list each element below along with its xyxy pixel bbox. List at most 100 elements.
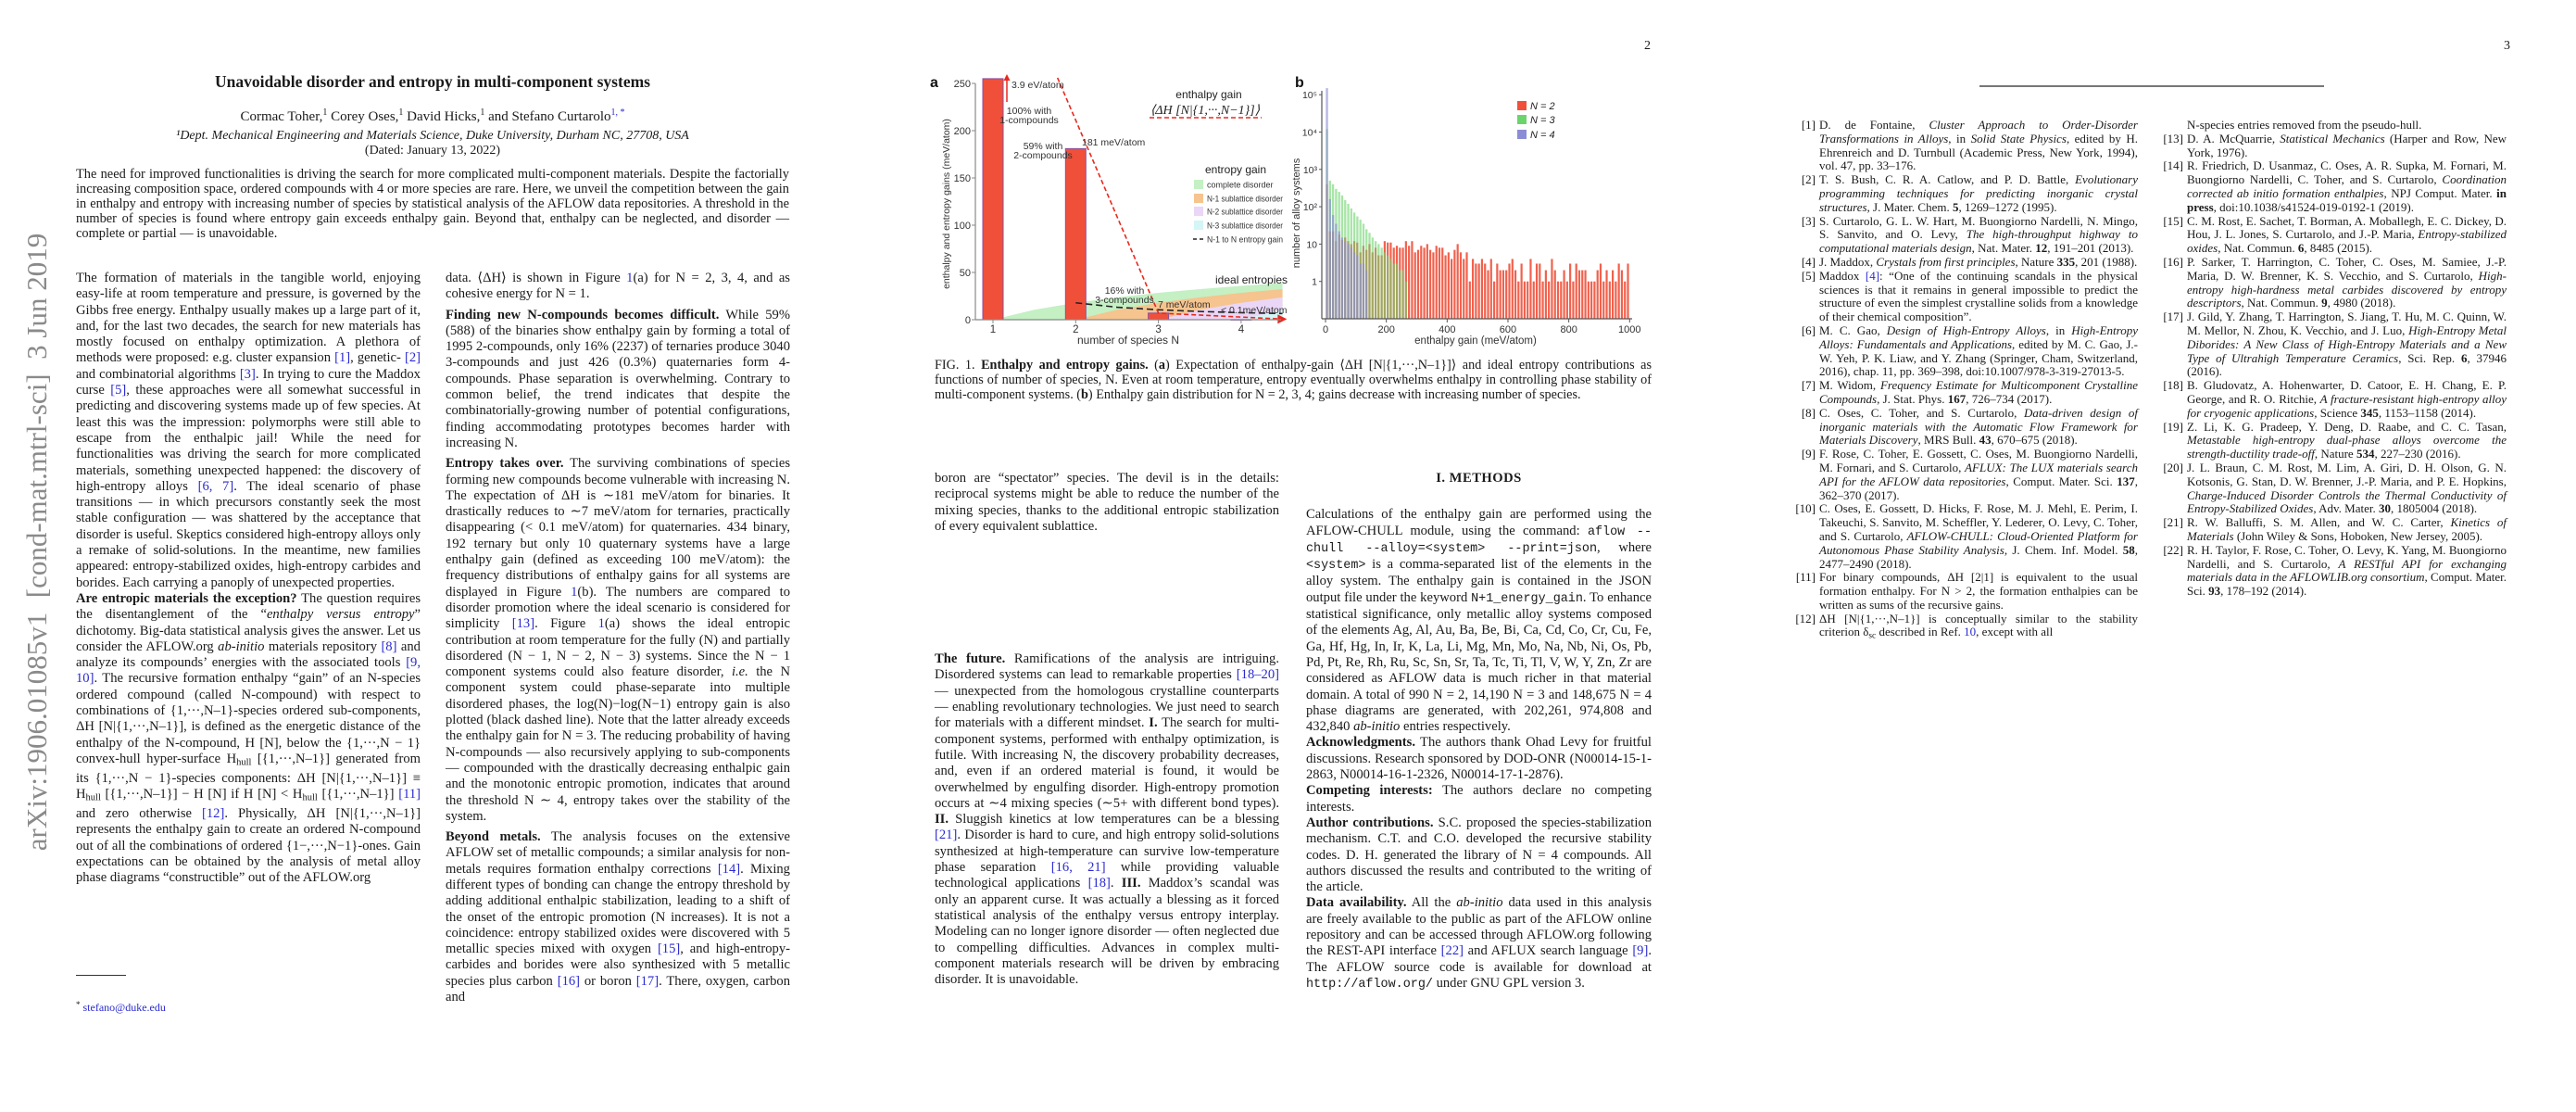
legend-label: N-3 sublattice disorder xyxy=(1207,221,1283,231)
reference-item: [1] D. de Fontaine, Cluster Approach to O… xyxy=(1794,118,2138,173)
citation-link[interactable]: [9, 10] xyxy=(76,655,421,687)
author: and Stefano Curtarolo xyxy=(488,109,611,124)
citation-link[interactable]: [9] xyxy=(1632,943,1649,959)
citation-link[interactable]: [4] xyxy=(1865,268,1880,283)
citation-link[interactable]: [2] xyxy=(404,350,421,366)
histogram-bar-N2 xyxy=(1627,263,1629,319)
text-run: , 1805004 (2018). xyxy=(2391,501,2478,516)
citation-link[interactable]: 1 xyxy=(571,584,578,600)
text-run: Calculations of the enthalpy gain are pe… xyxy=(1306,507,1652,538)
reference-number: [17] xyxy=(2163,310,2183,324)
bold-run-in-heading: Are entropic materials the exception? xyxy=(76,590,297,606)
histogram-bar-N3 xyxy=(1399,270,1401,319)
citation-link[interactable]: [18] xyxy=(1087,876,1111,891)
histogram-bar-N2 xyxy=(1605,270,1608,319)
text-run: , these approaches were all somewhat suc… xyxy=(76,383,421,494)
text-run: M. Widom, xyxy=(1819,378,1880,393)
reference-number: [22] xyxy=(2163,542,2183,557)
reference-number: [20] xyxy=(2163,460,2183,474)
email-link[interactable]: stefano@duke.edu xyxy=(82,1001,166,1014)
histogram-bar-N4 xyxy=(1331,215,1335,319)
bold-run-in-heading: Entropy takes over. xyxy=(446,456,564,472)
histogram-bar-N2 xyxy=(1511,259,1514,319)
text-run: , Adv. Mater. xyxy=(2313,501,2380,516)
annotation-label: 181 meV/atom xyxy=(1082,137,1146,148)
citation-link[interactable]: [16, 21] xyxy=(1050,860,1106,876)
citation-link[interactable]: [18–20] xyxy=(1236,667,1279,683)
histogram-bar-N3 xyxy=(1380,247,1383,319)
citation-link[interactable]: [16] xyxy=(557,973,581,989)
citation-link[interactable]: [5] xyxy=(110,383,127,398)
citation-link[interactable]: 1 xyxy=(626,271,634,285)
annotation-label: 59% with xyxy=(1024,141,1063,152)
citation-link[interactable]: [8] xyxy=(381,638,397,654)
citation-link[interactable]: 1 xyxy=(597,616,605,632)
text-run: . There, oxygen, carbon and xyxy=(446,973,790,1005)
text-run: under GNU GPL version 3. xyxy=(1432,975,1585,991)
histogram-bar-N2 xyxy=(1420,246,1423,319)
citation-link[interactable]: [21] xyxy=(935,828,958,843)
text-run: [{1,···,N–1}] − H [N] if H [N] < H xyxy=(100,787,303,802)
histogram-bar-N2 xyxy=(1477,263,1480,319)
citation-link[interactable]: [1] xyxy=(334,350,351,366)
citation-link[interactable]: [13] xyxy=(511,616,535,632)
bold-run-in-heading: 6 xyxy=(2460,350,2468,365)
y-tick-label: 10⁴ xyxy=(1302,128,1317,139)
bold-run-in-heading: Acknowledgments. xyxy=(1306,735,1415,751)
histogram-bar-N2 xyxy=(1489,259,1492,319)
text-run: and AFLUX search language xyxy=(1463,943,1633,959)
y-tick-label: 250 xyxy=(954,79,971,90)
legend-swatch xyxy=(1517,130,1527,139)
text-run: N-species entries removed from the pseud… xyxy=(2187,118,2422,132)
footnote-divider xyxy=(76,975,126,976)
x-tick-label: 4 xyxy=(1238,324,1245,335)
text-run: High-Entropy Alloys: Fundamentals and Ap… xyxy=(1819,322,2138,351)
author: Cormac Toher, xyxy=(240,109,323,124)
citation-link[interactable]: [17] xyxy=(635,973,660,989)
paragraph: boron are “spectator” species. The devil… xyxy=(935,471,1279,535)
text-run: The authors declare no competing interes… xyxy=(1306,783,1652,815)
reference-number: [18] xyxy=(2163,378,2183,393)
text-run: [{1,···,N–1}] xyxy=(317,787,399,802)
citation-link[interactable]: [15] xyxy=(657,941,681,957)
citation-link[interactable]: [22] xyxy=(1440,943,1464,959)
paragraph: data. ⟨ΔH⟩ is shown in Figure 1(a) for N… xyxy=(446,271,790,303)
histogram-bar-N2 xyxy=(1496,263,1499,319)
reference-number: [3] xyxy=(1801,213,1816,228)
text-run: and combinatorial algorithms xyxy=(76,366,240,382)
citation-link[interactable]: [3] xyxy=(239,366,256,382)
text-run: — unexpected from the homologous crystal… xyxy=(935,683,1279,731)
histogram-bar-N2 xyxy=(1556,281,1560,319)
text-run: aflow --chull --alloy=<system> --print=j… xyxy=(1306,524,1652,556)
citation-link[interactable]: [12] xyxy=(202,806,225,822)
bold-run-in-heading: a xyxy=(1158,358,1165,373)
citation-link[interactable]: [6, 7] xyxy=(197,478,234,494)
citation-link[interactable]: [11] xyxy=(398,787,421,802)
text-run: enthalpy versus entropy xyxy=(266,607,415,623)
histogram-bar-N2 xyxy=(1584,270,1587,319)
reference-number: [9] xyxy=(1801,447,1816,461)
legend-label: N = 3 xyxy=(1530,115,1555,126)
histogram-bar-N2 xyxy=(1572,281,1575,319)
histogram-bar-N4 xyxy=(1347,244,1350,319)
text-run: ( xyxy=(1148,358,1159,373)
citation-link[interactable]: [14] xyxy=(717,861,741,877)
text-run: materials repository xyxy=(264,638,382,654)
histogram-bar-N2 xyxy=(1523,281,1526,319)
page-number: 3 xyxy=(2504,39,2510,53)
text-run: AFLOW-CHULL: Cloud-Oriented Platform for… xyxy=(1819,528,2138,557)
reference-item: [4] J. Maddox, Crystals from first princi… xyxy=(1794,255,2138,270)
text-run: , Nat. Commun. xyxy=(2241,296,2322,310)
text-run: The analysis focuses on the extensive AF… xyxy=(446,829,791,877)
text-run: (John Wiley & Sons, Hoboken, New Jersey,… xyxy=(2233,528,2483,543)
text-run: S. Curtarolo, G. L. W. Hart, M. Buongior… xyxy=(1819,213,2138,242)
citation-link[interactable]: 10 xyxy=(1964,625,1977,639)
legend-swatch xyxy=(1517,115,1527,124)
x-tick-label: 0 xyxy=(1323,324,1328,335)
text-run: and zero otherwise xyxy=(76,806,202,822)
histogram-bar-N2 xyxy=(1463,259,1465,319)
legend-label: N = 2 xyxy=(1530,101,1555,112)
bold-run-in-heading: 58 xyxy=(2122,542,2135,557)
reference-item: [3] S. Curtarolo, G. L. W. Hart, M. Buong… xyxy=(1794,213,2138,256)
histogram-bar-N4 xyxy=(1326,88,1328,320)
